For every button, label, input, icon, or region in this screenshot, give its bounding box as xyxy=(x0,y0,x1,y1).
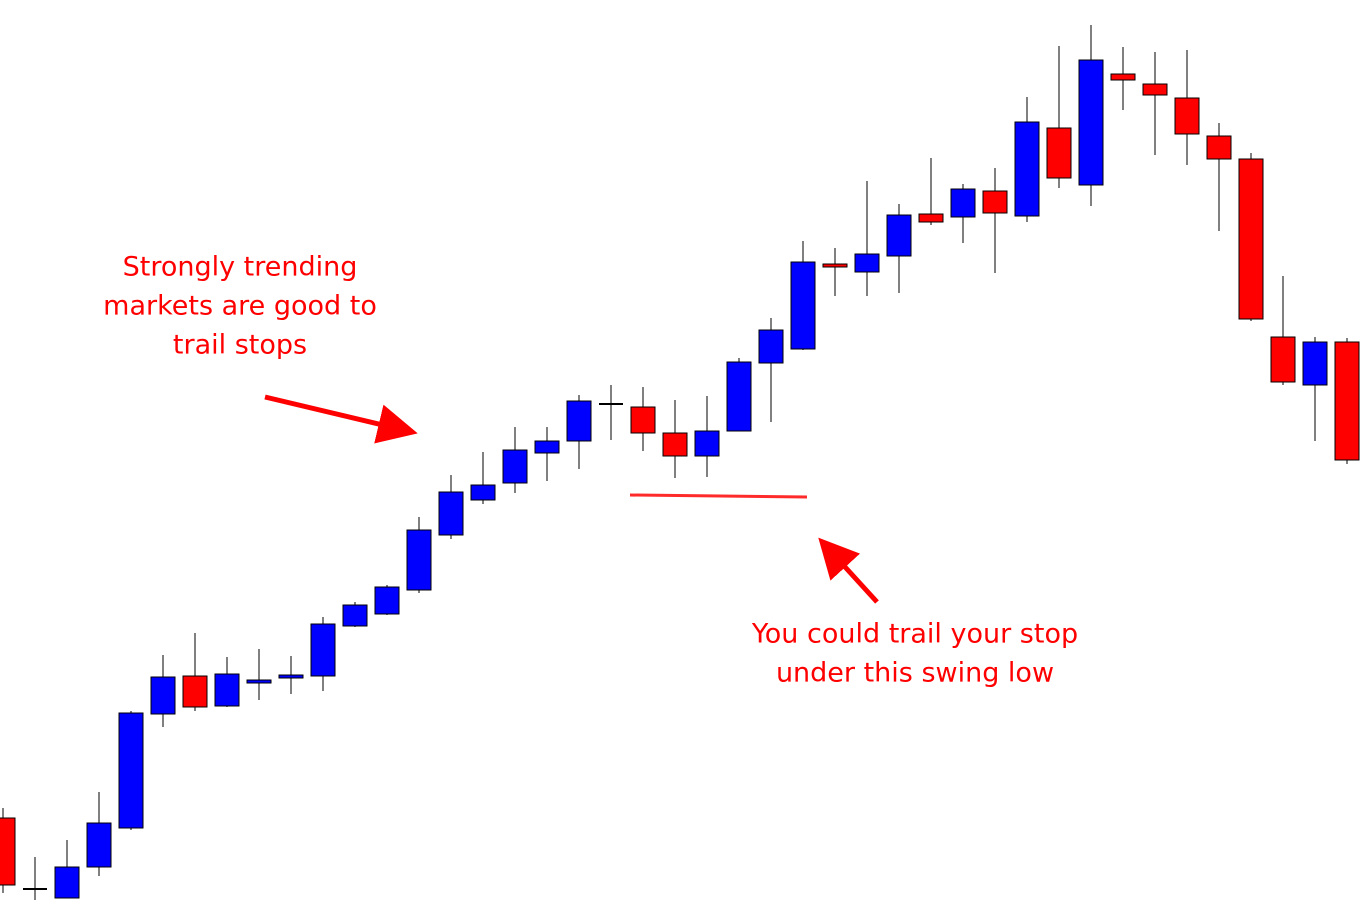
arrow xyxy=(818,537,879,604)
candle-body xyxy=(1046,127,1072,179)
candle-body xyxy=(214,673,240,707)
candle-body xyxy=(118,712,144,829)
candle-body xyxy=(310,623,336,677)
annotation-text: under this swing low xyxy=(776,658,1054,689)
candle-body xyxy=(918,213,944,223)
candle-body xyxy=(182,675,208,708)
annotation-text: Strongly trending xyxy=(123,252,358,283)
annotation-text: trail stops xyxy=(173,330,307,361)
candle-body xyxy=(982,190,1008,214)
annotation-text: markets are good to xyxy=(103,291,377,322)
candle-body xyxy=(630,406,656,434)
candle-body xyxy=(374,586,400,615)
candle-body xyxy=(758,329,784,364)
candle-body xyxy=(278,674,304,679)
candle-body xyxy=(1110,73,1136,81)
candle-body xyxy=(950,188,976,218)
candle-body xyxy=(566,400,592,442)
candle-body xyxy=(438,491,464,536)
candle-body xyxy=(150,676,176,715)
candle-body xyxy=(1142,83,1168,96)
candle-body xyxy=(1014,121,1040,217)
candle-body xyxy=(534,440,560,454)
candle-body xyxy=(1238,158,1264,320)
swing-low-line xyxy=(629,493,808,499)
candle-body xyxy=(726,361,752,432)
candle-body xyxy=(406,529,432,591)
candle-body xyxy=(86,822,112,868)
candle-body xyxy=(822,263,848,268)
candle-body xyxy=(1174,97,1200,135)
candle-body xyxy=(1334,341,1360,461)
candle-body xyxy=(246,679,272,684)
candle-body xyxy=(1078,59,1104,186)
candle-body xyxy=(1270,336,1296,383)
annotation-text: You could trail your stop xyxy=(751,619,1078,650)
candle-body xyxy=(790,261,816,350)
candle-body xyxy=(54,866,80,899)
candle-body xyxy=(470,484,496,501)
candle-body xyxy=(1206,135,1232,160)
candle-body xyxy=(662,432,688,457)
candle-body xyxy=(886,214,912,257)
candle-body xyxy=(854,253,880,273)
candle-body xyxy=(342,604,368,627)
candle-body xyxy=(0,817,16,886)
candle-body xyxy=(1302,341,1328,386)
candle-body xyxy=(694,430,720,457)
arrow xyxy=(264,394,418,444)
candle-body xyxy=(502,449,528,484)
